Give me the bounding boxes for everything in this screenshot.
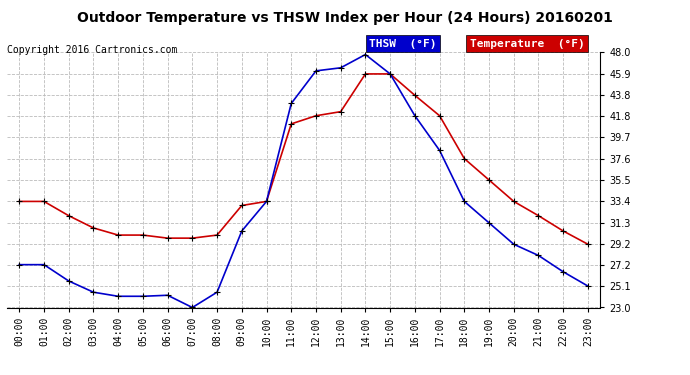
Text: Temperature  (°F): Temperature (°F) xyxy=(470,39,584,49)
Text: Copyright 2016 Cartronics.com: Copyright 2016 Cartronics.com xyxy=(7,45,177,55)
Text: Outdoor Temperature vs THSW Index per Hour (24 Hours) 20160201: Outdoor Temperature vs THSW Index per Ho… xyxy=(77,11,613,25)
Text: THSW  (°F): THSW (°F) xyxy=(369,39,436,49)
